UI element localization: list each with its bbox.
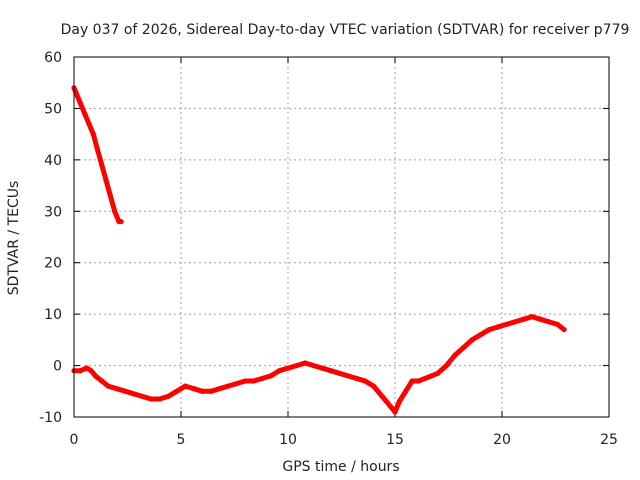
- data-point: [225, 383, 231, 389]
- data-point: [139, 393, 146, 400]
- data-point: [276, 368, 283, 374]
- data-point: [495, 324, 501, 330]
- x-tick-label: 25: [600, 432, 618, 448]
- data-point: [82, 110, 88, 117]
- data-point: [242, 378, 248, 384]
- data-point: [105, 383, 111, 389]
- axis-ticks: 0 5 10 15 20 25 -10 0 10 20 30 40 50 60: [39, 50, 618, 448]
- data-point: [118, 218, 124, 225]
- x-tick-label: 0: [70, 432, 79, 448]
- data-point: [443, 362, 449, 369]
- series-group-0: [71, 85, 124, 225]
- data-point: [371, 383, 377, 389]
- data-point: [259, 375, 265, 382]
- data-point: [148, 396, 154, 402]
- data-point: [285, 365, 291, 371]
- data-point: [409, 378, 415, 384]
- data-point: [379, 393, 385, 400]
- data-point: [73, 90, 79, 96]
- grid-lines: [74, 57, 609, 417]
- data-point: [302, 360, 308, 366]
- data-point: [191, 386, 197, 392]
- data-point: [94, 146, 101, 153]
- data-point: [512, 319, 518, 325]
- data-point: [92, 373, 98, 379]
- data-point: [561, 326, 567, 333]
- x-tick-label: 20: [493, 432, 511, 448]
- y-tick-label: -10: [39, 410, 62, 426]
- data-point: [77, 368, 84, 374]
- data-point: [107, 193, 113, 199]
- data-point: [234, 380, 240, 387]
- data-point: [478, 332, 484, 338]
- data-point: [460, 344, 467, 351]
- plot-area-frame: [73, 56, 610, 418]
- data-point: [520, 316, 527, 322]
- x-axis-label: GPS time / hours: [282, 459, 399, 475]
- data-point: [422, 375, 428, 382]
- data-point: [403, 388, 409, 394]
- data-point: [362, 378, 368, 384]
- data-point: [268, 373, 274, 379]
- data-point: [452, 352, 458, 358]
- data-point: [396, 398, 402, 405]
- data-point: [86, 121, 92, 127]
- data-point: [90, 131, 96, 137]
- data-point: [216, 386, 223, 392]
- data-point: [336, 370, 342, 376]
- data-point: [392, 409, 398, 415]
- data-point: [486, 326, 492, 333]
- data-point: [131, 391, 137, 397]
- chart-title: Day 037 of 2026, Sidereal Day-to-day VTE…: [61, 22, 630, 38]
- data-point: [555, 321, 561, 328]
- data-point: [77, 100, 84, 106]
- x-tick-label: 10: [279, 432, 297, 448]
- data-point: [328, 368, 334, 374]
- data-point: [293, 362, 300, 369]
- data-point: [88, 368, 94, 374]
- data-point: [157, 396, 163, 402]
- data-point: [529, 314, 535, 320]
- y-tick-label: 0: [53, 359, 62, 375]
- x-tick-label: 15: [386, 432, 404, 448]
- data-point: [415, 378, 422, 384]
- y-tick-label: 40: [44, 153, 62, 169]
- data-point: [353, 375, 360, 382]
- data-point: [311, 362, 317, 369]
- data-point: [546, 319, 552, 325]
- y-tick-label: 60: [44, 50, 62, 66]
- data-point: [112, 208, 118, 214]
- data-point: [319, 365, 325, 371]
- data-point: [114, 386, 120, 392]
- data-point: [99, 378, 105, 384]
- y-tick-label: 10: [44, 307, 62, 323]
- data-point: [469, 337, 475, 343]
- data-point: [345, 373, 351, 379]
- data-point: [537, 316, 544, 322]
- data-point: [503, 321, 509, 328]
- data-point: [99, 162, 105, 168]
- y-axis-label: SDTVAR / TECUs: [6, 181, 22, 296]
- y-tick-label: 30: [44, 204, 62, 220]
- x-tick-label: 5: [177, 432, 186, 448]
- data-point: [165, 393, 171, 400]
- data-point: [174, 388, 180, 394]
- data-point: [428, 373, 434, 379]
- data-point: [435, 370, 441, 376]
- data-point: [122, 388, 128, 394]
- data-point: [84, 365, 90, 371]
- series-group-1: [71, 314, 567, 415]
- data-point: [182, 383, 188, 389]
- y-tick-label: 50: [44, 101, 62, 117]
- data-point: [388, 404, 394, 410]
- data-point: [251, 378, 257, 384]
- y-tick-label: 20: [44, 256, 62, 272]
- data-point: [199, 388, 205, 394]
- data-series: [71, 85, 567, 415]
- data-point: [103, 177, 109, 184]
- data-point: [208, 388, 214, 394]
